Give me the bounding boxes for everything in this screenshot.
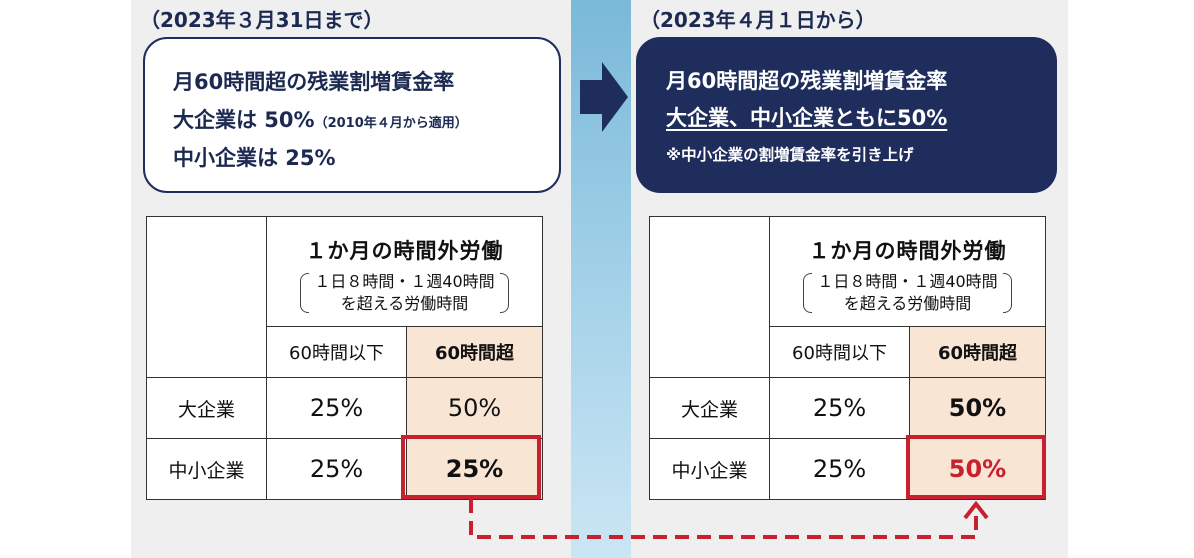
highlight-box-left [401, 435, 541, 499]
row-label-sme: 中小企業 [146, 438, 267, 500]
cell-sme-under60: 25% [266, 438, 407, 500]
table-corner-cell [649, 216, 770, 378]
row-label-sme: 中小企業 [649, 438, 770, 500]
right-summary-line2: 大企業、中小企業ともに50% [666, 106, 948, 130]
left-summary-line2: 大企業は 50%（2010年４月から適用） [173, 101, 559, 139]
cell-large-under60: 25% [769, 377, 910, 439]
row-label-large: 大企業 [649, 377, 770, 439]
left-summary-line3: 中小企業は 25% [173, 146, 336, 170]
table-header-subtitle: １日８時間・１週40時間 を超える労働時間 [803, 271, 1013, 315]
cell-large-under60: 25% [266, 377, 407, 439]
column-over-60: 60時間超 [909, 326, 1046, 378]
column-under-60: 60時間以下 [266, 326, 407, 378]
highlight-box-right [906, 435, 1046, 499]
right-summary-note: ※中小企業の割増賃金率を引き上げ [666, 146, 914, 164]
right-arrow-icon [580, 62, 628, 132]
left-summary-line1: 月60時間超の残業割増賃金率 [173, 70, 455, 94]
arrowhead-up-icon [963, 500, 989, 520]
left-rate-table: １か月の時間外労働 １日８時間・１週40時間 を超える労働時間 60時間以下 60… [146, 216, 543, 500]
right-summary-line1: 月60時間超の残業割増賃金率 [666, 69, 948, 93]
left-heading: （2023年３月31日まで） [140, 8, 384, 32]
left-summary-note: （2010年４月から適用） [314, 116, 468, 131]
cell-sme-over60: 25% [406, 438, 543, 500]
cell-sme-over60: 50% [909, 438, 1046, 500]
right-heading: （2023年４月１日から） [640, 8, 876, 32]
cell-sme-under60: 25% [769, 438, 910, 500]
cell-large-over60: 50% [406, 377, 543, 439]
right-rate-table: １か月の時間外労働 １日８時間・１週40時間 を超える労働時間 60時間以下 60… [649, 216, 1046, 500]
column-over-60: 60時間超 [406, 326, 543, 378]
column-under-60: 60時間以下 [769, 326, 910, 378]
table-header-title: １か月の時間外労働 [305, 239, 504, 263]
table-header-subtitle: １日８時間・１週40時間 を超える労働時間 [300, 271, 510, 315]
right-summary-box: 月60時間超の残業割増賃金率 大企業、中小企業ともに50% ※中小企業の割増賃金… [636, 37, 1057, 193]
left-summary-box: 月60時間超の残業割増賃金率 大企業は 50%（2010年４月から適用） 中小企… [143, 37, 561, 193]
left-summary-large-company: 大企業は 50% [173, 108, 315, 132]
table-header-title: １か月の時間外労働 [808, 239, 1007, 263]
table-header-cell: １か月の時間外労働 １日８時間・１週40時間 を超える労働時間 [266, 216, 543, 327]
